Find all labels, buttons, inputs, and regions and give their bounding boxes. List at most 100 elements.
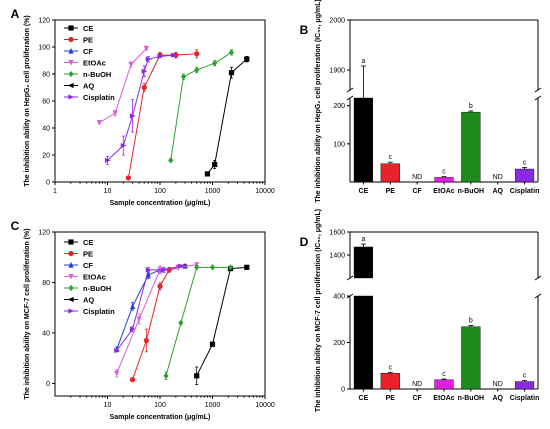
- x-axis-title: Sample concentration (μg/mL): [110, 200, 211, 207]
- x-tick-label: CF: [412, 188, 422, 195]
- data-point-EtOAc: [96, 120, 102, 126]
- y-tick-label: 40: [42, 126, 50, 133]
- legend-label-CE: CE: [83, 238, 93, 247]
- x-tick-label: EtOAc: [433, 188, 455, 195]
- y-tick-label: 1900: [329, 68, 345, 75]
- data-point-Cisplatin: [178, 263, 184, 269]
- y-tick-label: 400: [333, 294, 345, 301]
- legend-marker-Cisplatin: [68, 94, 75, 100]
- data-point-PE: [157, 283, 163, 289]
- x-tick-label: 100: [154, 188, 166, 195]
- significance-letter: c: [523, 373, 527, 380]
- data-point-n-BuOH: [168, 157, 174, 164]
- y-tick-label: 100: [333, 141, 345, 148]
- legend-label-EtOAc: EtOAc: [83, 58, 106, 67]
- data-point-n-BuOH: [212, 60, 218, 67]
- y-axis-title: The inhibition ability on HepG₂ cell pro…: [315, 0, 322, 203]
- data-point-Cisplatin: [161, 267, 168, 273]
- legend: CE PE CF EtOAc n-BuOH AQ Cisplatin: [64, 238, 115, 316]
- bar-CE-lower: [353, 97, 374, 183]
- legend-marker-PE: [68, 250, 74, 257]
- panel-letter: B: [300, 23, 309, 37]
- legend-label-AQ: AQ: [83, 295, 94, 304]
- x-tick-label: 100: [154, 402, 166, 409]
- bar-CE-upper: [353, 246, 374, 279]
- data-point-Cisplatin: [129, 326, 136, 332]
- y-tick-label: 200: [333, 340, 345, 347]
- data-point-n-BuOH: [180, 73, 187, 80]
- y-tick-label: 200: [333, 103, 345, 110]
- significance-letter: a: [361, 58, 365, 65]
- y-tick-label: 60: [42, 99, 50, 106]
- legend-marker-CF: [68, 47, 74, 54]
- y-axis-title: The inhibition ability on MCF-7 cell pro…: [315, 209, 322, 412]
- data-point-EtOAc: [114, 370, 120, 377]
- panel-letter: C: [11, 219, 20, 233]
- series-line-CE: [196, 266, 247, 377]
- legend-label-Cisplatin: Cisplatin: [83, 307, 115, 316]
- data-point-PE: [143, 337, 149, 344]
- legend-marker-Cisplatin: [68, 308, 75, 314]
- x-tick-label: 10000: [255, 402, 275, 409]
- x-tick-label: CE: [359, 188, 369, 195]
- y-tick-label: 2000: [329, 18, 345, 25]
- legend-marker-CE: [68, 25, 74, 31]
- x-tick-label: 1000: [205, 188, 221, 195]
- legend-marker-n-BuOH: [68, 284, 74, 292]
- legend-label-CF: CF: [83, 261, 93, 270]
- x-tick-label: CE: [359, 395, 369, 402]
- bar-n-BuOH: [461, 111, 481, 183]
- legend-marker-PE: [68, 36, 74, 43]
- data-point-Cisplatin: [141, 68, 148, 74]
- not-detected-label: ND: [412, 174, 422, 181]
- panel-c-mcf7-line-chart: C 10 100 1000 10000 0 40 80 120 Sample concentrat…: [11, 219, 275, 421]
- y-tick-label: 1600: [329, 230, 345, 237]
- x-axis-title: Sample concentration (μg/mL): [110, 414, 211, 421]
- legend-label-n-BuOH: n-BuOH: [83, 284, 111, 293]
- data-point-Cisplatin: [104, 157, 111, 163]
- data-point-EtOAc: [143, 45, 149, 52]
- data-point-Cisplatin: [120, 142, 127, 149]
- significance-letter: c: [442, 169, 446, 176]
- panel-a-hepg2-line-chart: A 1 10 100 1000 10000 0 20 40 60 80 100 120 Sample co…: [11, 7, 275, 207]
- legend-label-EtOAc: EtOAc: [83, 272, 106, 281]
- panel-d-mcf7-bar-chart: D 0 200 400 1400 1600 The inhibition ability o…: [300, 209, 542, 412]
- data-point-PE: [194, 51, 200, 57]
- bar-Cisplatin: [514, 381, 535, 390]
- series-line-EtOAc: [116, 264, 197, 374]
- data-point-n-BuOH: [194, 264, 200, 271]
- y-tick-label: 40: [42, 330, 50, 337]
- axis-break-mark: [534, 95, 542, 101]
- significance-letter: c: [389, 364, 393, 371]
- significance-letter: a: [361, 236, 365, 243]
- data-point-Cisplatin: [114, 347, 120, 354]
- data-point-n-BuOH: [163, 372, 169, 379]
- bar-PE: [380, 372, 400, 390]
- legend-label-CE: CE: [83, 24, 93, 33]
- panel-letter: A: [11, 7, 20, 21]
- data-point-n-BuOH: [209, 264, 216, 271]
- y-tick-label: 0: [46, 381, 50, 388]
- legend-marker-AQ: [67, 296, 74, 303]
- y-tick-label: 0: [46, 180, 50, 187]
- data-point-CE: [204, 171, 211, 177]
- x-tick-label: 10: [104, 402, 112, 409]
- data-point-n-BuOH: [194, 66, 200, 74]
- x-tick-label: PE: [386, 188, 396, 195]
- x-tick-label: n-BuOH: [458, 395, 484, 402]
- series-line-n-BuOH: [165, 266, 231, 376]
- data-point-n-BuOH: [227, 264, 234, 271]
- panel-b-hepg2-bar-chart: B 100 200 1900 2000 The inhibition ability on…: [300, 0, 542, 203]
- x-tick-label: EtOAc: [433, 395, 455, 402]
- bar-CE-lower: [353, 295, 374, 390]
- bar-EtOAc: [434, 379, 454, 390]
- series-line-CE: [207, 58, 248, 175]
- legend-marker-AQ: [67, 82, 74, 89]
- bar-Cisplatin: [514, 168, 535, 183]
- data-point-PE: [129, 377, 136, 383]
- legend-marker-CE: [68, 239, 74, 245]
- data-point-EtOAc: [112, 110, 118, 117]
- y-tick-label: 100: [38, 45, 50, 52]
- data-point-EtOAc: [128, 61, 134, 68]
